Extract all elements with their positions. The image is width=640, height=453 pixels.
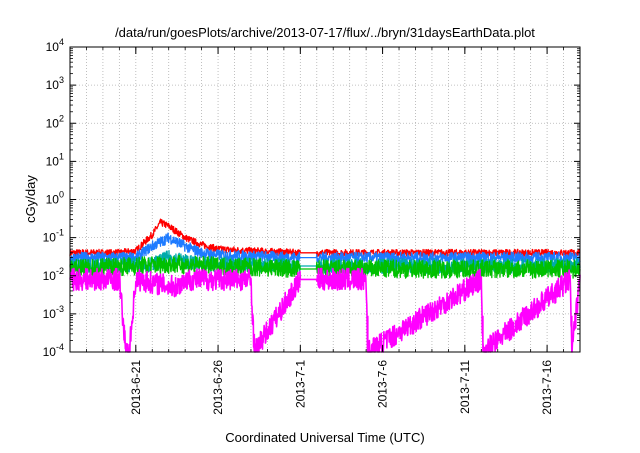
x-tick-label: 2013-7-16 — [540, 360, 554, 415]
x-tick-label: 2013-7-1 — [293, 360, 307, 408]
y-tick-label: 10-4 — [43, 342, 64, 359]
y-axis: 10-4 10-3 10-2 10-1 100 101 102 103 104 — [43, 37, 580, 359]
y-tick-label: 10-3 — [43, 304, 64, 321]
x-tick-label: 2013-6-26 — [211, 360, 225, 415]
series-line — [69, 218, 581, 257]
series-line — [69, 254, 581, 279]
x-axis: 2013-6-21 2013-6-26 2013-7-1 2013-7-6 2013-7… — [69, 47, 581, 415]
x-tick-label: 2013-7-11 — [458, 360, 472, 414]
chart-title: /data/run/goesPlots/archive/2013-07-17/f… — [115, 25, 535, 40]
x-tick-label: 2013-6-21 — [129, 360, 143, 415]
y-tick-label: 102 — [46, 113, 64, 130]
x-tick-label: 2013-7-6 — [376, 360, 390, 408]
y-tick-label: 10-1 — [43, 228, 64, 245]
y-tick-label: 101 — [46, 151, 64, 168]
y-tick-label: 103 — [46, 75, 64, 92]
y-tick-label: 104 — [46, 37, 64, 54]
y-tick-label: 10-2 — [43, 266, 64, 283]
y-tick-label: 100 — [46, 190, 64, 207]
series-layer — [69, 218, 581, 353]
y-axis-label: cGy/day — [23, 175, 38, 223]
x-axis-label: Coordinated Universal Time (UTC) — [225, 430, 424, 445]
